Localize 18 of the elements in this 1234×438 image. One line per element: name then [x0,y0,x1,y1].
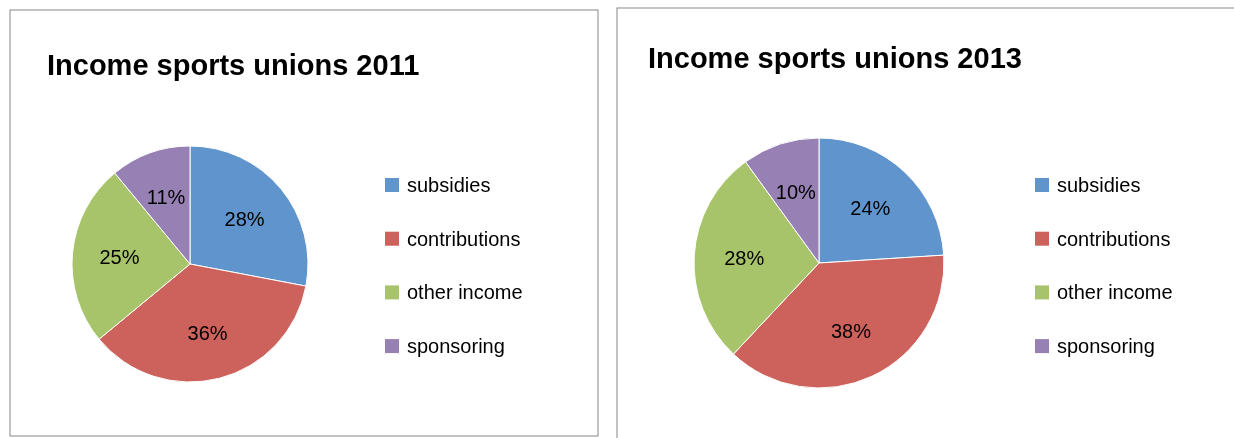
legend-label: sponsoring [1057,335,1155,358]
data-label: 38% [830,319,872,342]
data-label: 28% [224,207,265,230]
legend-label: subsidies [1057,174,1141,196]
chart-title: Income sports unions 2011 [47,49,420,81]
data-label: 36% [187,321,228,344]
data-label: 24% [850,197,891,220]
data-label: 10% [775,180,817,203]
legend-label: contributions [407,227,521,250]
legend-label: subsidies [407,174,491,196]
legend-label: other income [407,281,523,304]
legend-label: contributions [1057,227,1171,250]
data-label: 28% [724,247,765,270]
chart-title: Income sports unions 2013 [648,42,1022,74]
legend-label: sponsoring [407,335,505,358]
data-label: 25% [99,246,140,269]
data-label: 11% [146,186,186,209]
legend-label: other income [1057,281,1173,304]
